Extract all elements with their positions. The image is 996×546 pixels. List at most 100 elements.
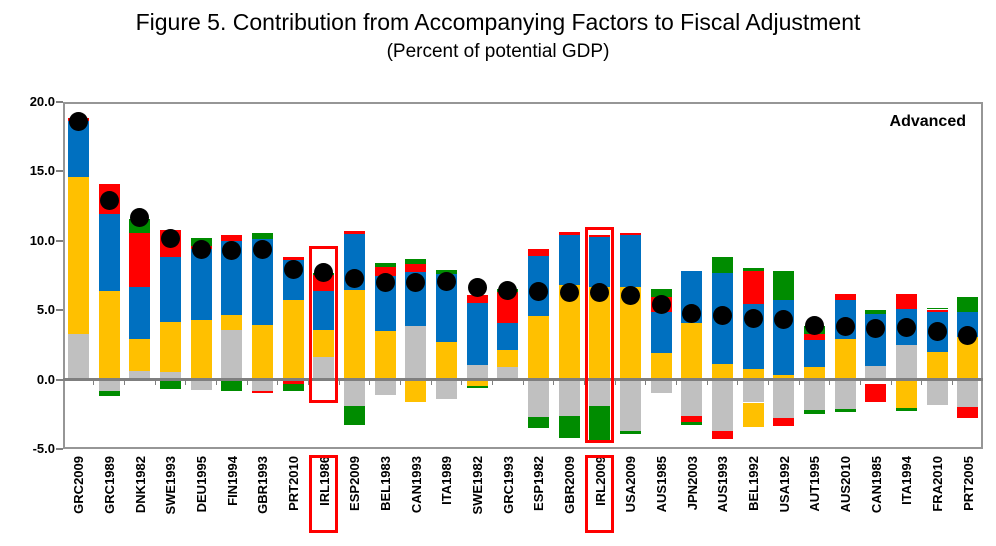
zero-tick [890,381,892,386]
x-label: BEL1983 [377,456,393,511]
bar-segment-green [343,405,365,425]
bar-segment-red [558,231,580,235]
bar-segment-gray [711,379,733,431]
bar-segment-red [589,234,611,237]
bar-segment-blue [159,257,181,322]
bar-segment-gray [834,379,856,410]
bar-segment-green [803,410,825,414]
x-label: SWE1993 [162,456,178,515]
bar-segment-green [742,267,764,272]
zero-tick [921,381,923,386]
bar-segment-gray [895,344,917,380]
bar-segment-green [895,408,917,411]
x-label: PRT2005 [960,456,976,511]
bar-segment-gray [773,379,795,418]
bar-segment-gray [803,379,825,411]
zero-tick [614,381,616,386]
bar-segment-yellow [650,353,672,380]
bar-segment-red [926,309,948,312]
y-label: 15.0 [29,163,55,179]
bar-segment-yellow [251,324,273,380]
bar-total-dot [467,277,487,297]
label-highlight-box [309,455,339,533]
bar-segment-blue [313,291,335,331]
bar-segment-yellow [282,299,304,380]
zero-tick [859,381,861,386]
bar-segment-green [466,385,488,388]
axis-tick [56,101,63,103]
x-label: ESP1982 [530,456,546,511]
bar-segment-red [129,233,151,288]
bar-segment-red [742,271,764,304]
x-label: SWE1982 [469,456,485,515]
bar-segment-yellow [527,316,549,380]
bar-segment-green [926,308,948,310]
bar-segment-green [282,383,304,391]
bar-segment-gray [159,371,181,380]
bar-highlight-box [585,226,615,443]
bar-segment-gray [98,379,120,392]
bar-segment-gray [619,379,641,431]
bar-segment-gray [129,371,151,380]
bar-segment-red [282,257,304,261]
bar-segment-blue [619,235,641,287]
zero-tick [951,381,953,386]
bar-total-dot [160,228,180,248]
bar-segment-red [681,415,703,422]
label-highlight-box [585,455,615,533]
bar-segment-green [619,430,641,435]
bar-segment-yellow [343,290,365,380]
bar-segment-green [650,288,672,297]
bar-segment-yellow [589,286,611,380]
plot-area [63,102,983,449]
bar-segment-yellow [742,402,764,428]
x-label: BEL1992 [745,456,761,511]
figure-subtitle: (Percent of potential GDP) [386,41,610,62]
bar-total-dot [314,262,334,282]
bar-total-dot [559,282,579,302]
bar-highlight-box [309,246,339,404]
bar-segment-green [251,233,273,240]
bar-segment-yellow [895,379,917,409]
bar-segment-yellow [711,363,733,380]
bar-segment-yellow [159,321,181,372]
bar-segment-green [681,421,703,425]
zero-tick [675,381,677,386]
bar-total-dot [682,304,702,324]
bar-total-dot [528,281,548,301]
zero-tick [399,381,401,386]
bar-segment-red [619,233,641,236]
bar-segment-red [527,249,549,257]
zero-tick [829,381,831,386]
x-label: GRC2009 [70,456,86,514]
bar-segment-blue [435,274,457,343]
bar-total-dot [222,241,242,261]
bar-segment-gray [313,356,335,380]
bar-segment-green [98,391,120,397]
bar-segment-gray [251,379,273,392]
bar-segment-yellow [834,338,856,380]
bar-total-dot [590,283,610,303]
bar-segment-green [527,417,549,429]
bar-segment-blue [67,120,89,177]
x-label: ESP2009 [346,456,362,511]
bar-total-dot [958,325,978,345]
bar-segment-red [711,430,733,439]
zero-tick [491,381,493,386]
bar-total-dot [804,315,824,335]
bar-segment-gray [650,379,672,394]
x-label: USA1992 [776,456,792,513]
x-label: PRT2010 [285,456,301,511]
bar-total-dot [375,272,395,292]
zero-tick [215,381,217,386]
x-label: AUS1985 [653,456,669,513]
bar-total-dot [406,272,426,292]
zero-tick [338,381,340,386]
bar-segment-yellow [558,285,580,380]
bar-segment-gray [67,333,89,380]
axis-tick [56,239,63,242]
zero-tick [93,381,95,386]
bar-segment-yellow [129,338,151,372]
bar-segment-gray [221,330,243,380]
x-label: DNK1982 [132,456,148,514]
